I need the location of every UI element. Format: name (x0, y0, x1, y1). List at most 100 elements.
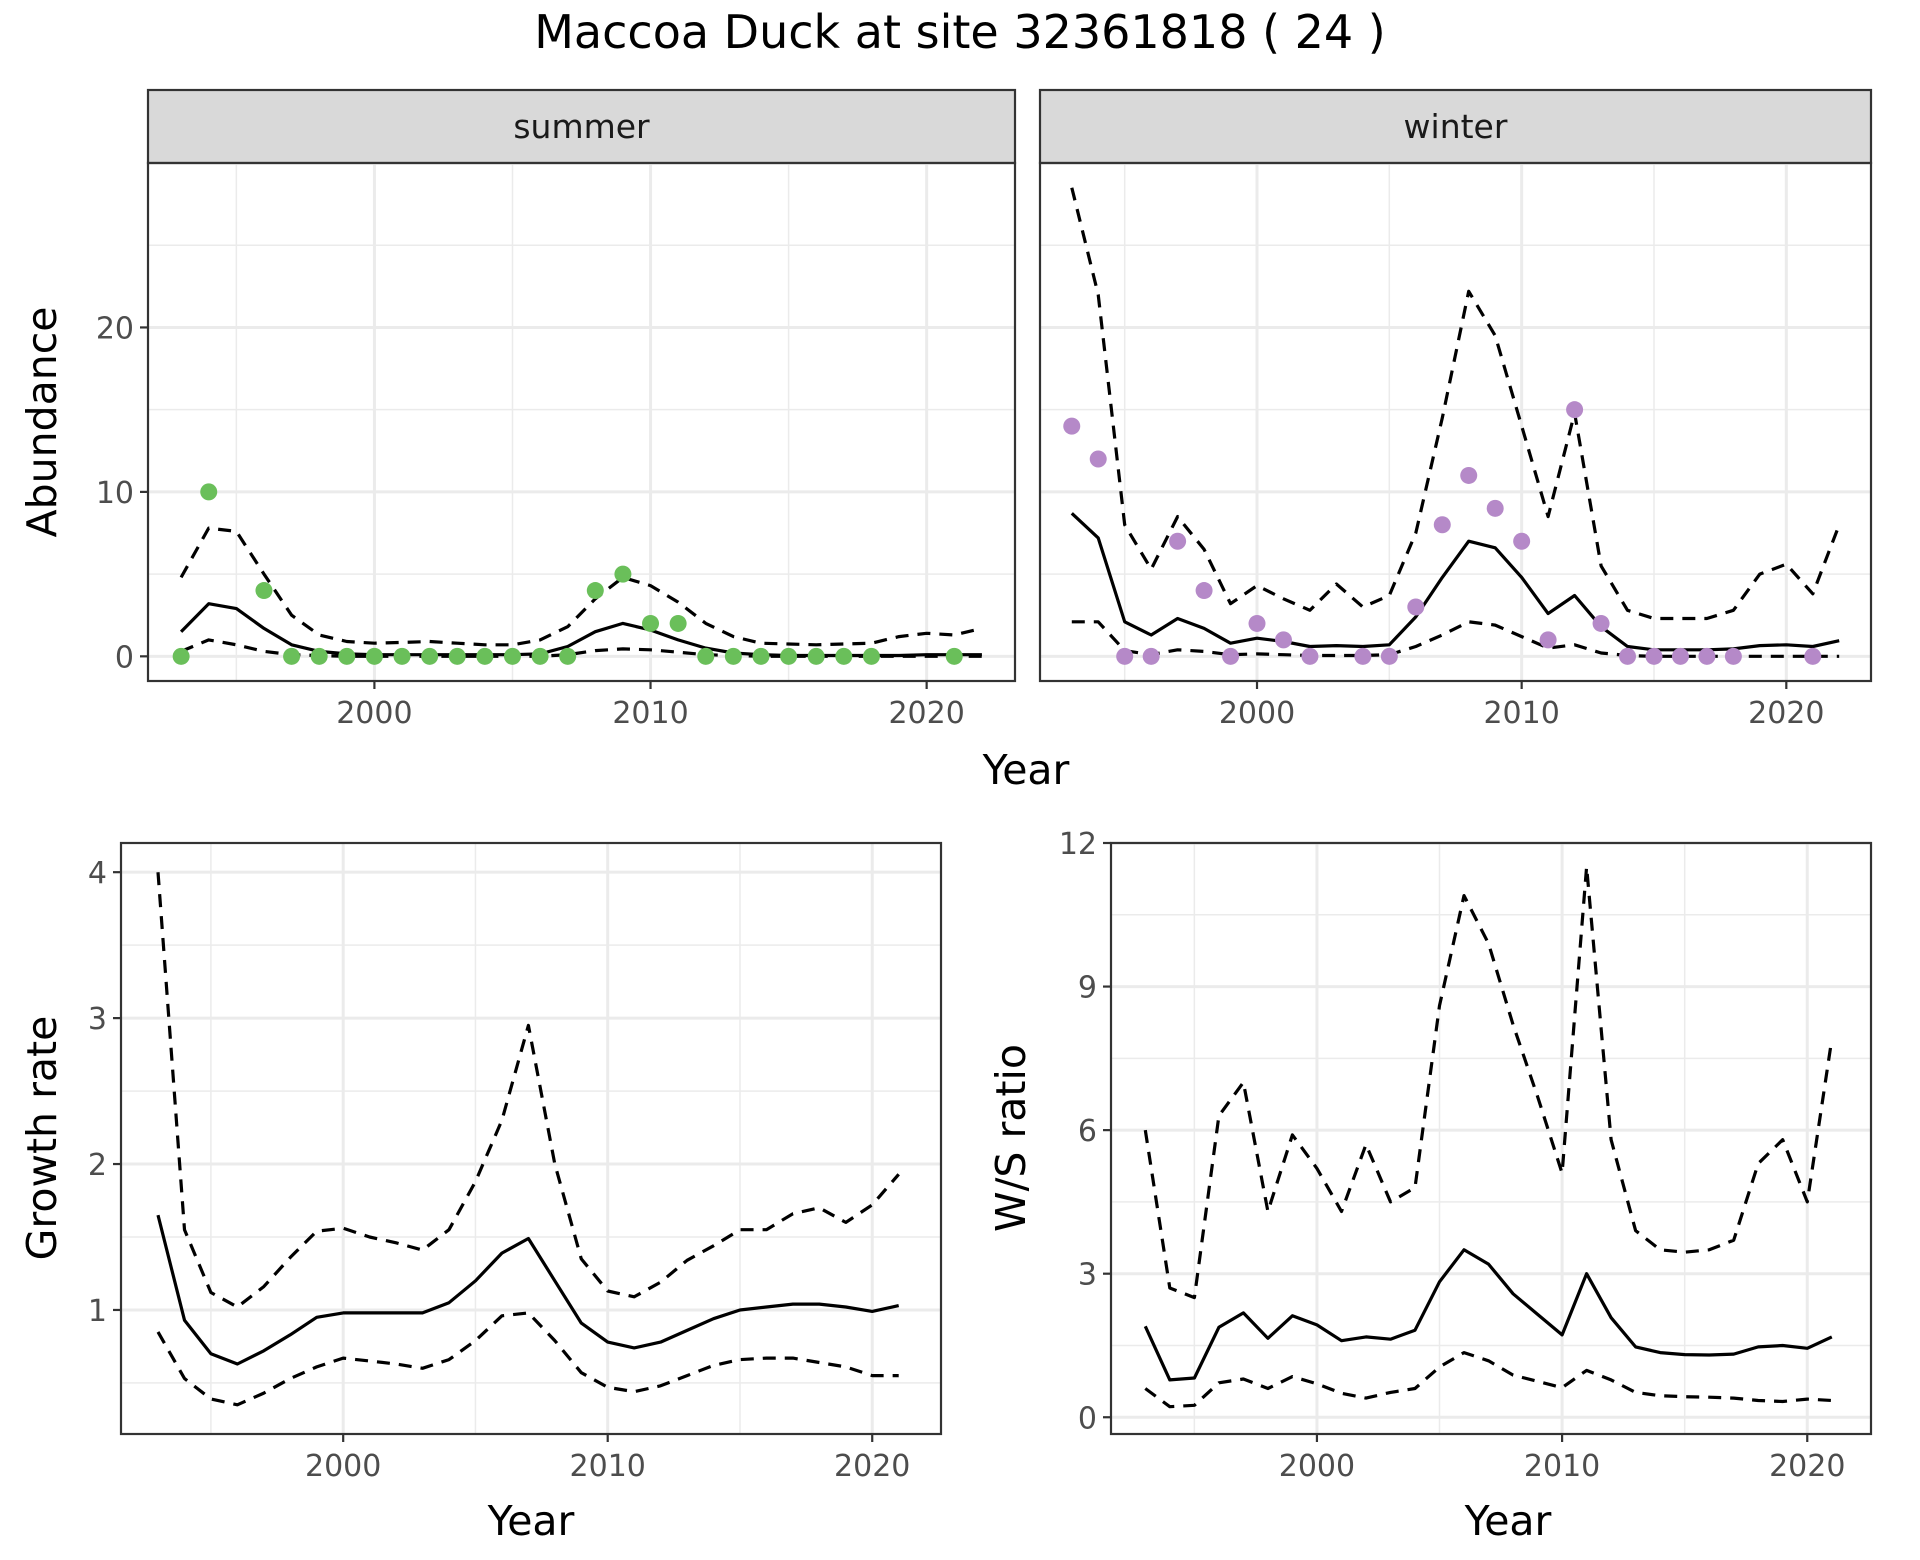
observed-point (1169, 532, 1187, 550)
panel-border (1109, 841, 1873, 1436)
upper-ci-line (1143, 865, 1834, 1300)
observed-point (586, 582, 604, 600)
y-tick-label: 10 (96, 476, 134, 511)
observed-point (752, 647, 770, 665)
facet-winter: winter 2000 2010 2020 (1038, 88, 1873, 731)
observed-point (200, 483, 218, 501)
facet-strip-label: summer (513, 107, 650, 146)
observed-point (780, 647, 798, 665)
observed-point (807, 647, 825, 665)
growth-rate-chart: 2000 2010 2020 1 2 3 4 Year Growth rate (18, 841, 943, 1545)
x-tick-label: 2020 (1769, 1449, 1845, 1484)
upper-ci-line (1070, 187, 1841, 621)
observed-point (1222, 647, 1240, 665)
y-axis-title: Growth rate (18, 1016, 66, 1261)
x-tick-label: 2000 (336, 696, 412, 731)
observed-point (1645, 647, 1663, 665)
x-tick-label: 2020 (888, 696, 964, 731)
mean-line (156, 1214, 900, 1366)
observed-point (1274, 631, 1292, 649)
x-tick-label: 2000 (1219, 696, 1295, 731)
observed-point (1063, 417, 1081, 435)
observed-point (1301, 647, 1319, 665)
x-tick-label: 2020 (834, 1449, 910, 1484)
x-tick-label: 2000 (305, 1449, 381, 1484)
observed-point (559, 647, 577, 665)
observed-point (1433, 516, 1451, 534)
observed-point (724, 647, 742, 665)
observed-point (1195, 582, 1213, 600)
series-group (172, 483, 983, 665)
observed-point (945, 647, 963, 665)
y-tick-label: 3 (88, 1002, 107, 1037)
observed-point (1142, 647, 1160, 665)
x-axis-title: Year (982, 746, 1070, 794)
y-tick-label: 12 (1059, 827, 1097, 862)
observed-point (1486, 499, 1504, 517)
observed-point (1804, 647, 1822, 665)
y-tick-label: 6 (1078, 1114, 1097, 1149)
observed-point (365, 647, 383, 665)
x-tick-label: 2020 (1748, 696, 1824, 731)
observed-point (642, 614, 660, 632)
observed-point (1724, 647, 1742, 665)
x-tick-label: 2010 (1483, 696, 1559, 731)
observed-point (1248, 614, 1266, 632)
y-axis-title: W/S ratio (987, 1044, 1035, 1232)
panel-border (119, 841, 943, 1436)
facet-summer: summer 2000 2010 2020 0 10 20 (96, 88, 1017, 731)
x-tick-label: 2000 (1279, 1449, 1355, 1484)
y-tick-label: 3 (1078, 1258, 1097, 1293)
observed-point (1089, 450, 1107, 468)
y-tick-label: 0 (1078, 1401, 1097, 1436)
facet-strip (1038, 88, 1873, 165)
x-tick-label: 2010 (1524, 1449, 1600, 1484)
observed-point (1407, 598, 1425, 616)
lower-ci-line (156, 1311, 899, 1407)
panel-border (1038, 161, 1873, 683)
y-tick-label: 4 (88, 856, 107, 891)
observed-point (1460, 466, 1478, 484)
observed-point (1698, 647, 1716, 665)
plots-group: summer 2000 2010 2020 0 10 20 winter 2000 2010 202… (18, 88, 1873, 1545)
observed-point (669, 614, 687, 632)
observed-point (421, 647, 439, 665)
abundance-chart: summer 2000 2010 2020 0 10 20 winter 2000 2010 202… (18, 88, 1873, 794)
upper-ci-line (179, 526, 983, 647)
y-tick-label: 20 (96, 311, 134, 346)
observed-point (1380, 647, 1398, 665)
facet-strip (146, 88, 1017, 165)
x-axis-title: Year (1464, 1497, 1552, 1545)
figure-title: Maccoa Duck at site 32361818 ( 24 ) (534, 5, 1386, 59)
observed-point (283, 647, 301, 665)
observed-point (1566, 401, 1584, 419)
ws-ratio-chart: 2000 2010 2020 0 3 6 9 12 Year W/S ratio (987, 827, 1873, 1545)
observed-point (531, 647, 549, 665)
series-group (1063, 187, 1841, 665)
y-tick-label: 9 (1078, 971, 1097, 1006)
panel-border (146, 161, 1017, 683)
x-tick-label: 2010 (612, 696, 688, 731)
observed-point (338, 647, 356, 665)
series-group (156, 872, 900, 1407)
observed-point (310, 647, 328, 665)
y-tick-label: 1 (88, 1294, 107, 1329)
observed-point (862, 647, 880, 665)
observed-point (503, 647, 521, 665)
observed-point (1539, 631, 1557, 649)
observed-point (448, 647, 466, 665)
observed-point (1619, 647, 1637, 665)
observed-point (172, 647, 190, 665)
observed-point (614, 565, 632, 583)
y-tick-label: 2 (88, 1148, 107, 1183)
x-tick-label: 2010 (570, 1449, 646, 1484)
observed-point (835, 647, 853, 665)
y-axis-title: Abundance (18, 307, 66, 538)
observed-point (1513, 532, 1531, 550)
observed-point (255, 582, 273, 600)
mean-line (1143, 1248, 1833, 1382)
facet-strip-label: winter (1404, 107, 1508, 146)
observed-point (1592, 614, 1610, 632)
observed-point (697, 647, 715, 665)
